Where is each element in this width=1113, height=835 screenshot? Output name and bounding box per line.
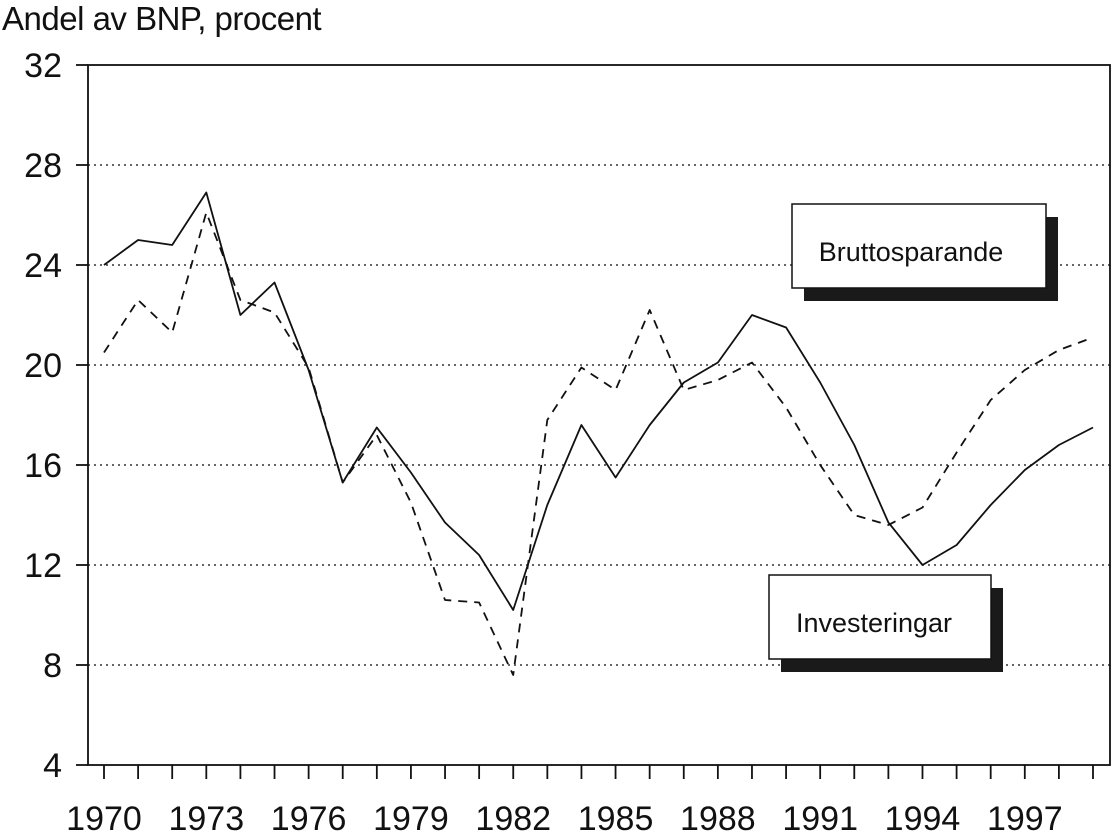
y-tick-label: 32 xyxy=(24,47,62,85)
x-tick-label: 1979 xyxy=(373,800,449,835)
y-axis-ticks: 4 8 12 16 20 24 28 32 xyxy=(24,47,88,785)
y-tick-label: 8 xyxy=(43,647,62,685)
label-bruttosparande: Bruttosparande xyxy=(791,203,1058,301)
x-tick-label: 1988 xyxy=(680,800,756,835)
series-lines xyxy=(103,191,1094,676)
y-axis-label: Andel av BNP, procent xyxy=(2,0,322,37)
label-investeringar: Investeringar xyxy=(768,574,1003,672)
legend-entry-bruttosparande: Bruttosparande xyxy=(819,237,1004,267)
y-tick-label: 4 xyxy=(43,747,62,785)
y-tick-label: 24 xyxy=(24,247,62,285)
series-line-investeringar xyxy=(103,211,1094,676)
y-tick-label: 16 xyxy=(24,447,62,485)
y-tick-label: 12 xyxy=(24,547,62,585)
x-tick-label: 1982 xyxy=(475,800,551,835)
x-tick-label: 1991 xyxy=(782,800,858,835)
y-tick-label: 20 xyxy=(24,347,62,385)
x-tick-label: 1985 xyxy=(578,800,654,835)
plot-frame xyxy=(87,64,1111,766)
x-tick-label: 1973 xyxy=(168,800,244,835)
x-tick-label: 1976 xyxy=(271,800,347,835)
series-line-bruttosparande xyxy=(103,191,1094,611)
label-box xyxy=(768,574,992,660)
x-tick-label: 1994 xyxy=(885,800,961,835)
y-tick-label: 28 xyxy=(24,147,62,185)
legend-entry-investeringar: Investeringar xyxy=(796,608,952,638)
x-axis-ticks: 1970 1973 1976 1979 1982 1985 1988 1991 1994 1997 xyxy=(66,765,1094,835)
x-tick-label: 1997 xyxy=(987,800,1063,835)
gridlines xyxy=(88,164,1110,666)
x-tick-label: 1970 xyxy=(66,800,142,835)
label-box xyxy=(791,203,1047,289)
